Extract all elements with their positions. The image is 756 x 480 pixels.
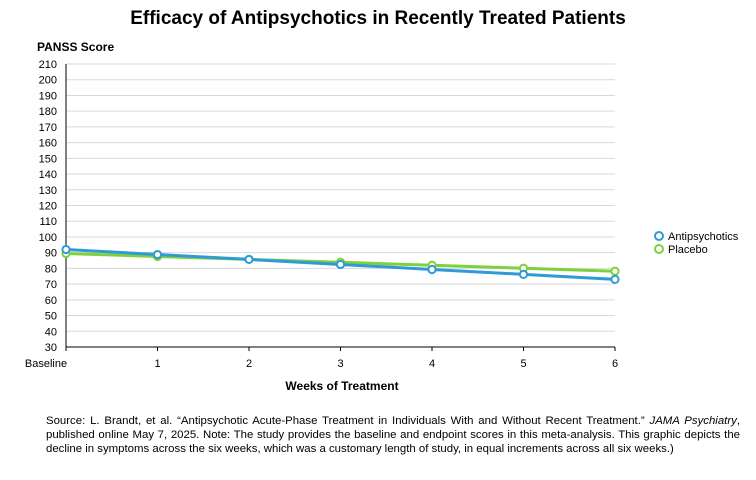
y-tick-label: 190 (39, 90, 57, 102)
y-tick-label: 70 (45, 279, 57, 291)
y-tick-label: 60 (45, 295, 57, 307)
x-tick-label: 3 (337, 358, 343, 370)
x-tick-label: 5 (520, 358, 526, 370)
data-point-antipsychotics (61, 244, 71, 255)
source-suffix: , published online May 7, 2025. Note: Th… (46, 415, 740, 455)
y-tick-label: 130 (39, 185, 57, 197)
data-point-antipsychotics (518, 269, 529, 279)
data-point-antipsychotics (152, 249, 163, 260)
y-tick-label: 200 (39, 75, 57, 87)
x-tick-label: 4 (429, 358, 435, 370)
source-prefix: Source: L. Brandt, et al. “Antipsychotic… (46, 415, 650, 427)
x-tick-labels: Baseline 1 2 3 4 5 6 (25, 347, 618, 370)
y-tick-label: 30 (45, 342, 57, 354)
y-tick-label: 40 (45, 326, 57, 338)
x-tick-label: 2 (246, 358, 252, 370)
y-tick-label: 150 (39, 153, 57, 165)
data-point-placebo (610, 266, 620, 276)
y-tick-labels: 30 40 50 60 70 80 90 100 110 120 130 140 150 160 170 18… (39, 59, 57, 354)
data-point-antipsychotics (427, 264, 437, 275)
y-tick-label: 120 (39, 201, 57, 213)
y-tick-label: 170 (39, 122, 57, 134)
data-point-antipsychotics (610, 274, 620, 284)
source-note: Source: L. Brandt, et al. “Antipsychotic… (46, 414, 740, 456)
chart-title: Efficacy of Antipsychotics in Recently T… (130, 8, 626, 29)
x-axis-title: Weeks of Treatment (285, 379, 398, 393)
y-axis-title: PANSS Score (37, 40, 114, 54)
data-point-antipsychotics (335, 259, 346, 270)
y-tick-label: 100 (39, 232, 57, 244)
grid-lines (65, 63, 615, 348)
legend-marker (654, 244, 664, 254)
source-journal: JAMA Psychiatry (649, 415, 737, 427)
data-point-antipsychotics (244, 254, 254, 265)
series-lines (61, 244, 620, 284)
y-tick-label: 50 (45, 311, 57, 323)
x-tick-label: Baseline (25, 358, 67, 370)
x-tick-label: 1 (154, 358, 160, 370)
y-tick-label: 160 (39, 138, 57, 150)
y-tick-label: 90 (45, 248, 57, 260)
line-chart: PANSS Score Weeks of Treatment 30 40 50 60 7… (25, 40, 739, 393)
legend-marker (654, 231, 664, 241)
y-tick-label: 210 (39, 59, 57, 71)
x-tick-label: 6 (612, 358, 618, 370)
y-tick-label: 180 (39, 106, 57, 118)
y-tick-label: 110 (39, 216, 57, 228)
legend-label: Placebo (668, 244, 708, 256)
legend-label: Antipsychotics (668, 231, 739, 243)
y-tick-label: 140 (39, 169, 57, 181)
y-tick-label: 80 (45, 263, 57, 275)
